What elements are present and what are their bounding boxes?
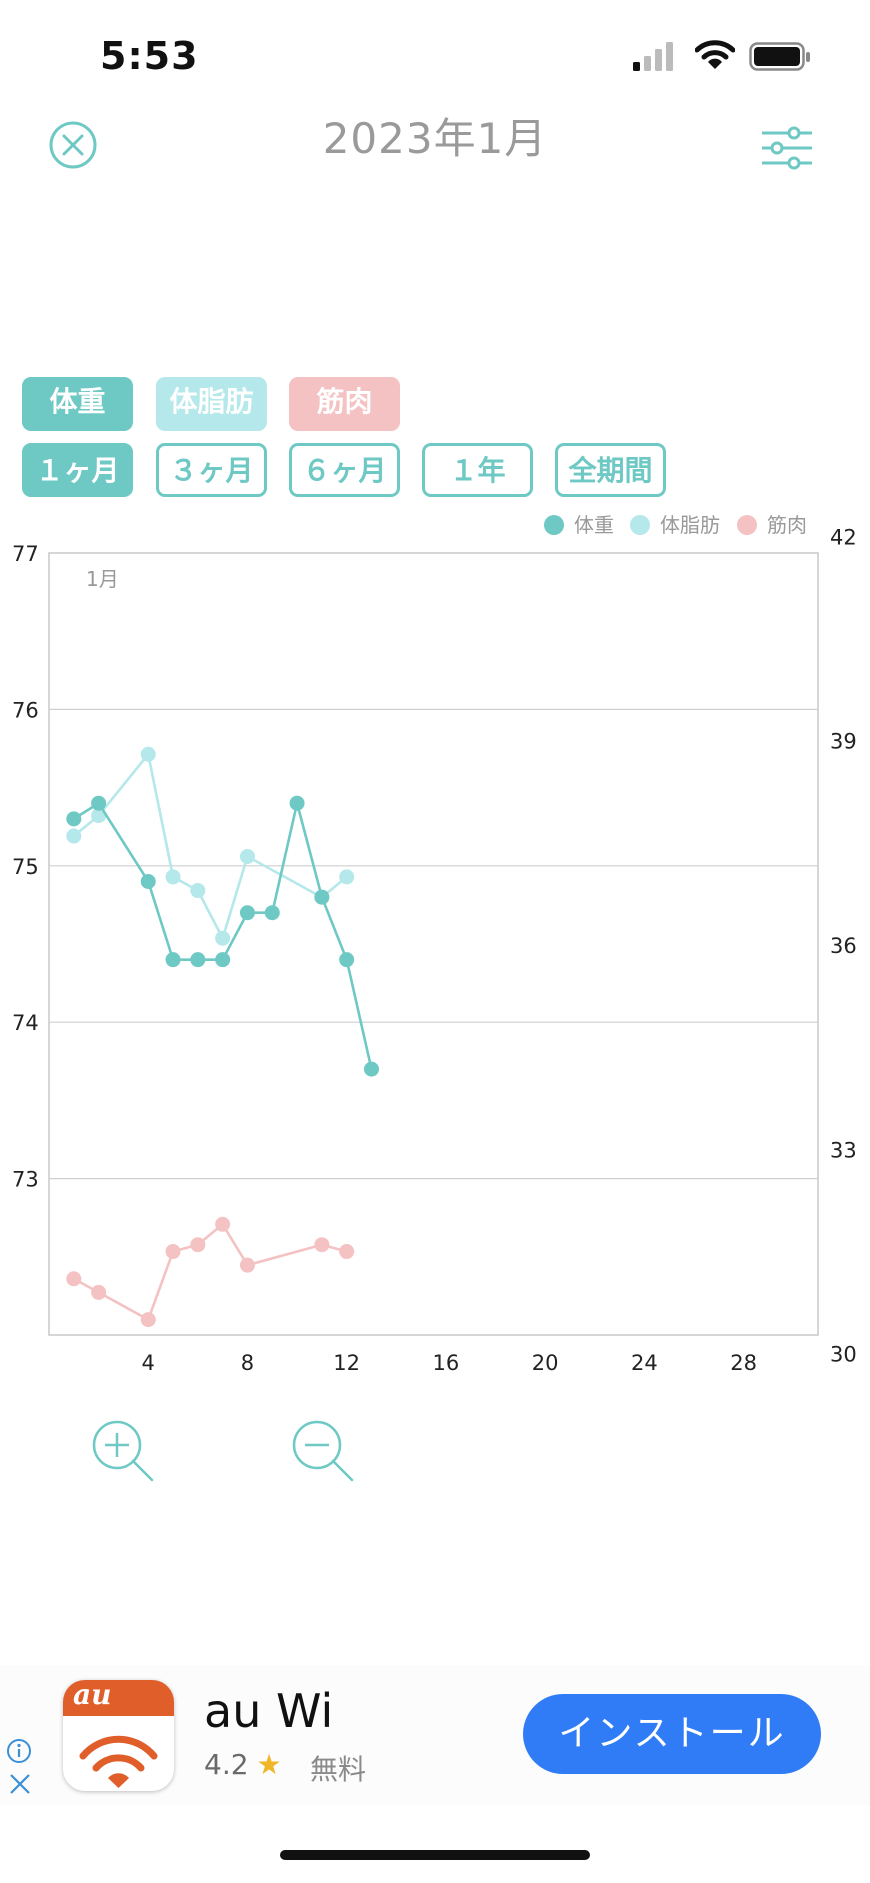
data-point: [190, 952, 206, 968]
data-point: [190, 883, 206, 899]
data-point: [314, 1237, 330, 1253]
data-point: [140, 746, 156, 762]
x-tick-label: 4: [142, 1351, 155, 1375]
data-point: [66, 811, 82, 827]
wifi-icon: [695, 40, 735, 69]
data-point: [165, 952, 181, 968]
y-left-tick-label: 76: [12, 698, 39, 722]
series-line: [72, 753, 348, 940]
data-point: [339, 952, 355, 968]
tab-weight[interactable]: 体重: [22, 377, 133, 431]
x-tick-label: 28: [730, 1351, 757, 1375]
data-point: [165, 869, 181, 885]
series-line: [73, 801, 373, 1070]
ad-info-icon[interactable]: [6, 1738, 32, 1764]
tab-1-month[interactable]: １ヶ月: [22, 443, 133, 497]
ad-app-icon[interactable]: au: [63, 1680, 174, 1791]
data-point: [215, 952, 231, 968]
tab-all-time[interactable]: 全期間: [555, 443, 666, 497]
legend-marker: [630, 515, 650, 535]
x-tick-label: 24: [631, 1351, 658, 1375]
home-indicator: [280, 1850, 590, 1860]
legend-label: 体重: [574, 513, 614, 537]
data-point: [339, 1244, 355, 1260]
data-point: [215, 930, 231, 946]
y-right-tick-label: 33: [830, 1138, 857, 1162]
y-left-tick-label: 75: [12, 855, 39, 879]
data-point: [363, 1061, 379, 1077]
month-label: 1月: [86, 567, 119, 591]
data-point: [91, 808, 107, 824]
wifi-logo-icon: [79, 1735, 158, 1788]
tab-muscle[interactable]: 筋肉: [289, 377, 400, 431]
data-point: [91, 795, 107, 811]
data-point: [140, 1312, 156, 1328]
y-right-tick-label: 39: [830, 730, 857, 754]
x-tick-label: 8: [241, 1351, 254, 1375]
data-point: [264, 905, 280, 921]
zoom-out-icon[interactable]: [290, 1418, 356, 1484]
install-button[interactable]: インストール: [523, 1694, 821, 1774]
page-title: 2023年1月: [322, 114, 548, 163]
status-time: 5:53: [100, 34, 199, 78]
rating-value: 4.2: [204, 1748, 249, 1781]
data-point: [289, 795, 305, 811]
ad-close-icon[interactable]: [8, 1772, 32, 1796]
tab-3-months[interactable]: ３ヶ月: [156, 443, 267, 497]
data-point: [140, 873, 156, 889]
y-left-tick-label: 77: [12, 542, 39, 566]
legend-marker: [544, 515, 564, 535]
data-point: [165, 1244, 181, 1260]
x-tick-label: 20: [532, 1351, 559, 1375]
y-left-tick-label: 73: [12, 1168, 39, 1192]
data-point: [239, 905, 255, 921]
close-button[interactable]: [48, 120, 98, 170]
data-point: [239, 1257, 255, 1273]
data-point: [314, 889, 330, 905]
y-right-tick-label: 42: [830, 525, 857, 549]
cellular-signal-icon: [633, 42, 673, 71]
series-line: [73, 1222, 348, 1321]
tab-body-fat[interactable]: 体脂肪: [156, 377, 267, 431]
y-left-tick-label: 74: [12, 1011, 39, 1035]
data-point: [66, 828, 82, 844]
x-tick-label: 12: [333, 1351, 360, 1375]
data-point: [239, 848, 255, 864]
legend-label: 体脂肪: [660, 513, 720, 537]
data-point: [190, 1237, 206, 1253]
battery-icon: [749, 42, 810, 71]
au-logo: au: [73, 1680, 112, 1711]
tab-6-months[interactable]: ６ヶ月: [289, 443, 400, 497]
legend-label: 筋肉: [767, 513, 807, 537]
ad-rating: 4.2 ★: [204, 1748, 282, 1781]
data-point: [339, 869, 355, 885]
ad-app-name[interactable]: au Wi: [204, 1684, 334, 1738]
zoom-in-icon[interactable]: [90, 1418, 156, 1484]
settings-sliders-icon[interactable]: [760, 125, 814, 175]
data-point: [66, 1271, 82, 1287]
data-point: [91, 1284, 107, 1300]
data-point: [215, 1216, 231, 1232]
y-right-tick-label: 36: [830, 934, 857, 958]
status-bar: 5:53: [0, 0, 870, 110]
ad-price: 無料: [310, 1753, 367, 1786]
app-icon-band: [63, 1680, 174, 1716]
star-icon: ★: [256, 1748, 282, 1781]
y-right-tick-label: 30: [830, 1343, 857, 1367]
x-tick-label: 16: [433, 1351, 460, 1375]
legend-marker: [737, 515, 757, 535]
tab-1-year[interactable]: １年: [422, 443, 533, 497]
plot-frame: [48, 552, 819, 1336]
